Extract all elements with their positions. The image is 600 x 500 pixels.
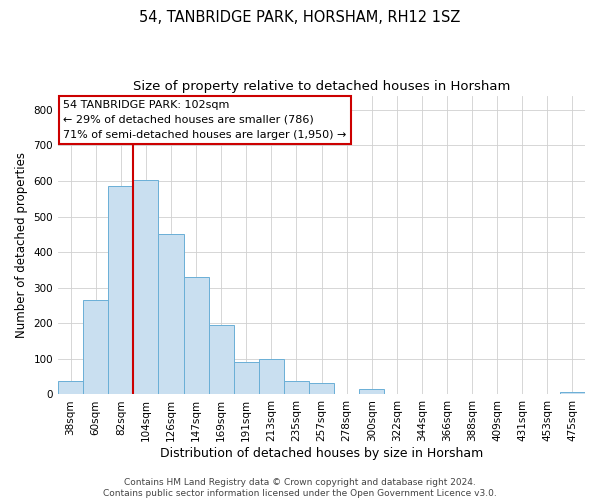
Bar xyxy=(184,277,209,394)
Bar xyxy=(233,362,259,394)
Title: Size of property relative to detached houses in Horsham: Size of property relative to detached ho… xyxy=(133,80,510,93)
Bar xyxy=(560,392,585,394)
Bar xyxy=(309,383,334,394)
Bar xyxy=(209,324,233,394)
Bar xyxy=(83,300,108,394)
Bar xyxy=(108,186,133,394)
Text: 54, TANBRIDGE PARK, HORSHAM, RH12 1SZ: 54, TANBRIDGE PARK, HORSHAM, RH12 1SZ xyxy=(139,10,461,25)
Bar xyxy=(158,234,184,394)
Bar xyxy=(133,180,158,394)
X-axis label: Distribution of detached houses by size in Horsham: Distribution of detached houses by size … xyxy=(160,447,483,460)
Text: 54 TANBRIDGE PARK: 102sqm
← 29% of detached houses are smaller (786)
71% of semi: 54 TANBRIDGE PARK: 102sqm ← 29% of detac… xyxy=(64,100,347,140)
Bar xyxy=(359,390,384,394)
Text: Contains HM Land Registry data © Crown copyright and database right 2024.
Contai: Contains HM Land Registry data © Crown c… xyxy=(103,478,497,498)
Bar xyxy=(284,381,309,394)
Bar xyxy=(259,358,284,394)
Bar xyxy=(58,381,83,394)
Y-axis label: Number of detached properties: Number of detached properties xyxy=(15,152,28,338)
